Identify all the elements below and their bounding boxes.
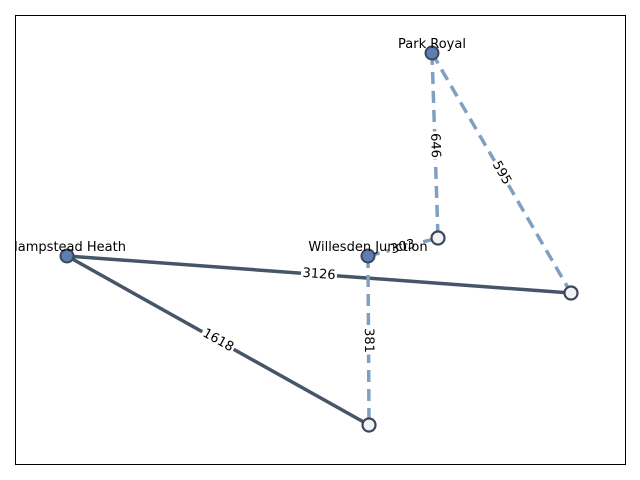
edge-label-group: 595 [487,156,516,190]
nodes-layer [59,45,579,433]
edge-label-background [360,326,377,355]
edges-layer [66,52,573,427]
edge-weight-label: 381 [361,328,376,353]
edge-label-group: 303 [387,235,419,259]
edge-label-background [387,235,419,259]
node-n2 [563,285,579,301]
edge-weight-label: 3126 [302,266,336,283]
edge-label-group: 381 [360,326,377,355]
edge-weight-label: 303 [389,237,417,258]
edge-label-group: 646 [426,131,444,160]
node-label-park-royal: Park Royal [398,37,466,52]
plot-frame [15,15,626,465]
node-n3 [361,417,377,433]
node-hampstead-heath [59,248,75,264]
edge-label-group: 3126 [300,265,338,284]
node-labels-layer: Park Royal Hampstead Heath Willesden Junct… [8,37,466,255]
edge-willesden-junction-n1 [367,236,439,258]
node-label-willesden-junction: Willesden Junction [308,240,427,255]
node-n1 [430,230,446,246]
edge-label-background [487,156,516,190]
node-willesden-junction [360,248,376,264]
edge-label-background [426,131,444,160]
node-label-hampstead-heath: Hampstead Heath [8,240,126,255]
edge-weight-label: 646 [427,133,443,158]
node-park-royal [424,45,440,61]
edge-label-background [300,265,338,284]
edge-label-background [198,324,238,357]
edge-park-royal-n1 [430,52,440,239]
edge-label-group: 1618 [198,324,238,357]
edge-weight-label: 1618 [200,326,236,355]
